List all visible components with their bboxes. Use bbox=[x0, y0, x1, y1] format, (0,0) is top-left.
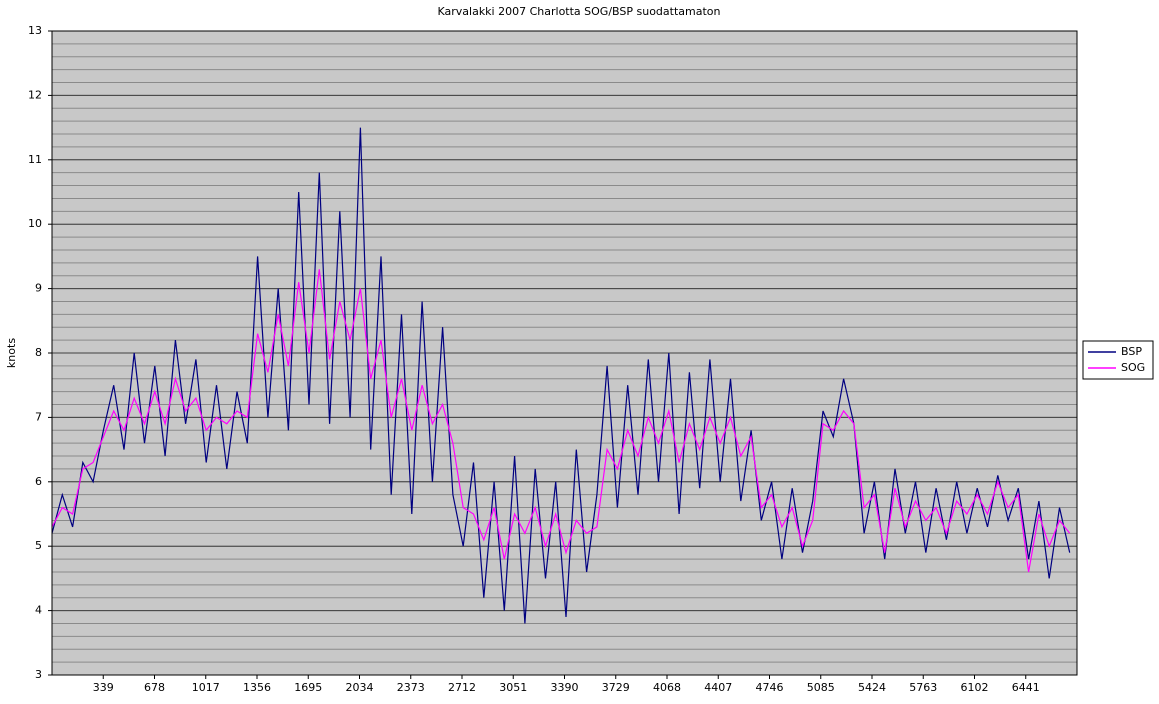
x-tick-label: 4068 bbox=[653, 681, 681, 694]
legend-label: BSP bbox=[1121, 345, 1142, 358]
x-tick-label: 1695 bbox=[294, 681, 322, 694]
x-tick-label: 2034 bbox=[346, 681, 374, 694]
x-tick-label: 6441 bbox=[1012, 681, 1040, 694]
y-tick-label: 4 bbox=[35, 604, 42, 617]
x-tick-label: 4746 bbox=[756, 681, 784, 694]
x-tick-label: 1356 bbox=[243, 681, 271, 694]
x-tick-label: 3390 bbox=[551, 681, 579, 694]
y-tick-label: 3 bbox=[35, 668, 42, 681]
y-tick-label: 9 bbox=[35, 282, 42, 295]
x-tick-label: 5085 bbox=[807, 681, 835, 694]
x-tick-label: 5424 bbox=[858, 681, 886, 694]
x-tick-label: 6102 bbox=[961, 681, 989, 694]
x-tick-label: 2373 bbox=[397, 681, 425, 694]
x-tick-label: 339 bbox=[93, 681, 114, 694]
y-tick-label: 8 bbox=[35, 346, 42, 359]
chart-title: Karvalakki 2007 Charlotta SOG/BSP suodat… bbox=[437, 5, 720, 18]
x-tick-label: 3051 bbox=[499, 681, 527, 694]
y-tick-label: 5 bbox=[35, 539, 42, 552]
legend-label: SOG bbox=[1121, 361, 1145, 374]
y-tick-label: 6 bbox=[35, 475, 42, 488]
x-tick-label: 678 bbox=[144, 681, 165, 694]
plot-border bbox=[51, 30, 1078, 676]
y-axis-label: knots bbox=[5, 338, 18, 368]
x-tick-label: 1017 bbox=[192, 681, 220, 694]
x-tick-label: 2712 bbox=[448, 681, 476, 694]
series-line bbox=[51, 127, 1071, 624]
series-line bbox=[51, 269, 1071, 573]
y-tick-label: 13 bbox=[28, 24, 42, 37]
y-tick-label: 10 bbox=[28, 217, 42, 230]
y-tick-label: 7 bbox=[35, 410, 42, 423]
y-tick-label: 11 bbox=[28, 153, 42, 166]
y-tick-label: 12 bbox=[28, 88, 42, 101]
x-tick-label: 3729 bbox=[602, 681, 630, 694]
legend-box bbox=[1082, 340, 1154, 380]
x-tick-label: 4407 bbox=[704, 681, 732, 694]
x-tick-label: 5763 bbox=[909, 681, 937, 694]
